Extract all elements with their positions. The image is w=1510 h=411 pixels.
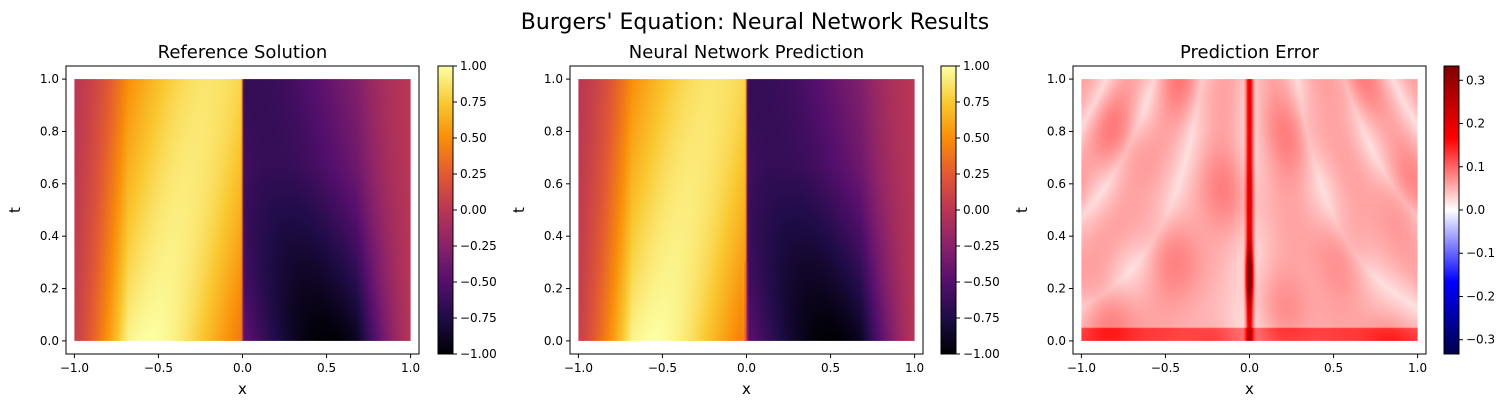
y-tick-label: 0.6 [544, 177, 563, 191]
heatmap-image [1081, 79, 1418, 341]
colorbar-tick-label: 0.3 [1466, 73, 1485, 87]
x-tick-label: 1.0 [1408, 361, 1427, 375]
x-tick-label: 1.0 [401, 361, 420, 375]
x-tick-label: −1.0 [1067, 361, 1096, 375]
panel-title: Reference Solution [158, 42, 328, 63]
colorbar-tick-label: 0.00 [460, 203, 487, 217]
colorbar-tick-label: −0.2 [1466, 289, 1495, 303]
colorbar-tick-label: 0.50 [963, 131, 990, 145]
x-tick-label: 1.0 [905, 361, 924, 375]
colorbar-tick-label: −0.25 [963, 239, 1000, 253]
colorbar: −1.00 −0.75 −0.50 −0.25 0.00 0.25 0.50 0.75 1.00 [940, 59, 1000, 361]
panel-3: Prediction Error −1.0 −0.5 0.0 0.5 1.0 0.0 0.2 0… [1013, 42, 1495, 398]
x-tick-label: 0.0 [233, 361, 252, 375]
y-tick-label: 0.2 [544, 282, 563, 296]
colorbar-tick-label: 0.1 [1466, 160, 1485, 174]
y-tick-label: 0.4 [544, 229, 563, 243]
y-tick-label: 1.0 [1047, 72, 1066, 86]
panel-1: Reference Solution −1.0 −0.5 0.0 0.5 1.0 0.0 0.… [6, 42, 497, 398]
x-axis-label: x [238, 380, 247, 398]
colorbar-tick-label: −0.75 [460, 311, 497, 325]
colorbar-tick-label: −0.25 [460, 239, 497, 253]
y-tick-label: 0.4 [40, 229, 59, 243]
x-tick-label: 0.5 [821, 361, 840, 375]
colorbar: −1.00 −0.75 −0.50 −0.25 0.00 0.25 0.50 0.75 1.00 [437, 59, 497, 361]
colorbar-tick-label: −0.75 [963, 311, 1000, 325]
colorbar-tick-label: −0.50 [963, 275, 1000, 289]
y-tick-label: 1.0 [40, 72, 59, 86]
colorbar-tick-label: 0.75 [460, 95, 487, 109]
colorbar-tick-label: 0.0 [1466, 203, 1485, 217]
y-tick-label: 0.4 [1047, 229, 1066, 243]
panel-title: Neural Network Prediction [629, 42, 864, 63]
y-tick-label: 0.2 [40, 282, 59, 296]
y-tick-label: 0.8 [40, 124, 59, 138]
y-tick-label: 0.8 [1047, 124, 1066, 138]
figure-suptitle: Burgers' Equation: Neural Network Result… [521, 10, 989, 35]
y-tick-label: 0.0 [544, 334, 563, 348]
x-tick-label: −0.5 [144, 361, 173, 375]
colorbar: −0.3 −0.2 −0.1 0.0 0.1 0.2 0.3 [1443, 65, 1495, 355]
x-tick-label: 0.5 [317, 361, 336, 375]
x-tick-label: 0.0 [1240, 361, 1259, 375]
colorbar-tick-label: 1.00 [963, 59, 990, 73]
x-tick-label: −0.5 [1151, 361, 1180, 375]
y-tick-label: 0.0 [40, 334, 59, 348]
colorbar-tick-label: −0.1 [1466, 246, 1495, 260]
x-tick-label: −1.0 [60, 361, 89, 375]
y-tick-label: 0.2 [1047, 282, 1066, 296]
y-tick-label: 0.8 [544, 124, 563, 138]
x-tick-label: −1.0 [564, 361, 593, 375]
y-tick-label: 0.6 [40, 177, 59, 191]
y-tick-label: 0.6 [1047, 177, 1066, 191]
x-axis-label: x [742, 380, 751, 398]
x-tick-label: −0.5 [648, 361, 677, 375]
colorbar-tick-label: −1.00 [460, 347, 497, 361]
panel-title: Prediction Error [1180, 42, 1320, 63]
colorbar-tick-label: 0.25 [460, 167, 487, 181]
heatmap-image [578, 79, 915, 341]
colorbar-tick-label: 0.50 [460, 131, 487, 145]
heatmap-image [74, 79, 411, 341]
colorbar-tick-label: 0.2 [1466, 117, 1485, 131]
colorbar-tick-label: −1.00 [963, 347, 1000, 361]
y-tick-label: 0.0 [1047, 334, 1066, 348]
colorbar-gradient [438, 66, 453, 354]
x-axis-label: x [1245, 380, 1254, 398]
x-tick-label: 0.0 [737, 361, 756, 375]
colorbar-gradient [1444, 66, 1459, 354]
colorbar-gradient [941, 66, 956, 354]
y-axis-label: t [510, 207, 528, 213]
colorbar-tick-label: −0.50 [460, 275, 497, 289]
colorbar-tick-label: −0.3 [1466, 333, 1495, 347]
panel-2: Neural Network Prediction −1.0 −0.5 0.0 0.5 1… [510, 42, 1000, 398]
colorbar-tick-label: 0.00 [963, 203, 990, 217]
y-axis-label: t [1013, 207, 1031, 213]
colorbar-tick-label: 1.00 [460, 59, 487, 73]
y-axis-label: t [6, 207, 24, 213]
colorbar-tick-label: 0.75 [963, 95, 990, 109]
y-tick-label: 1.0 [544, 72, 563, 86]
colorbar-tick-label: 0.25 [963, 167, 990, 181]
x-tick-label: 0.5 [1324, 361, 1343, 375]
